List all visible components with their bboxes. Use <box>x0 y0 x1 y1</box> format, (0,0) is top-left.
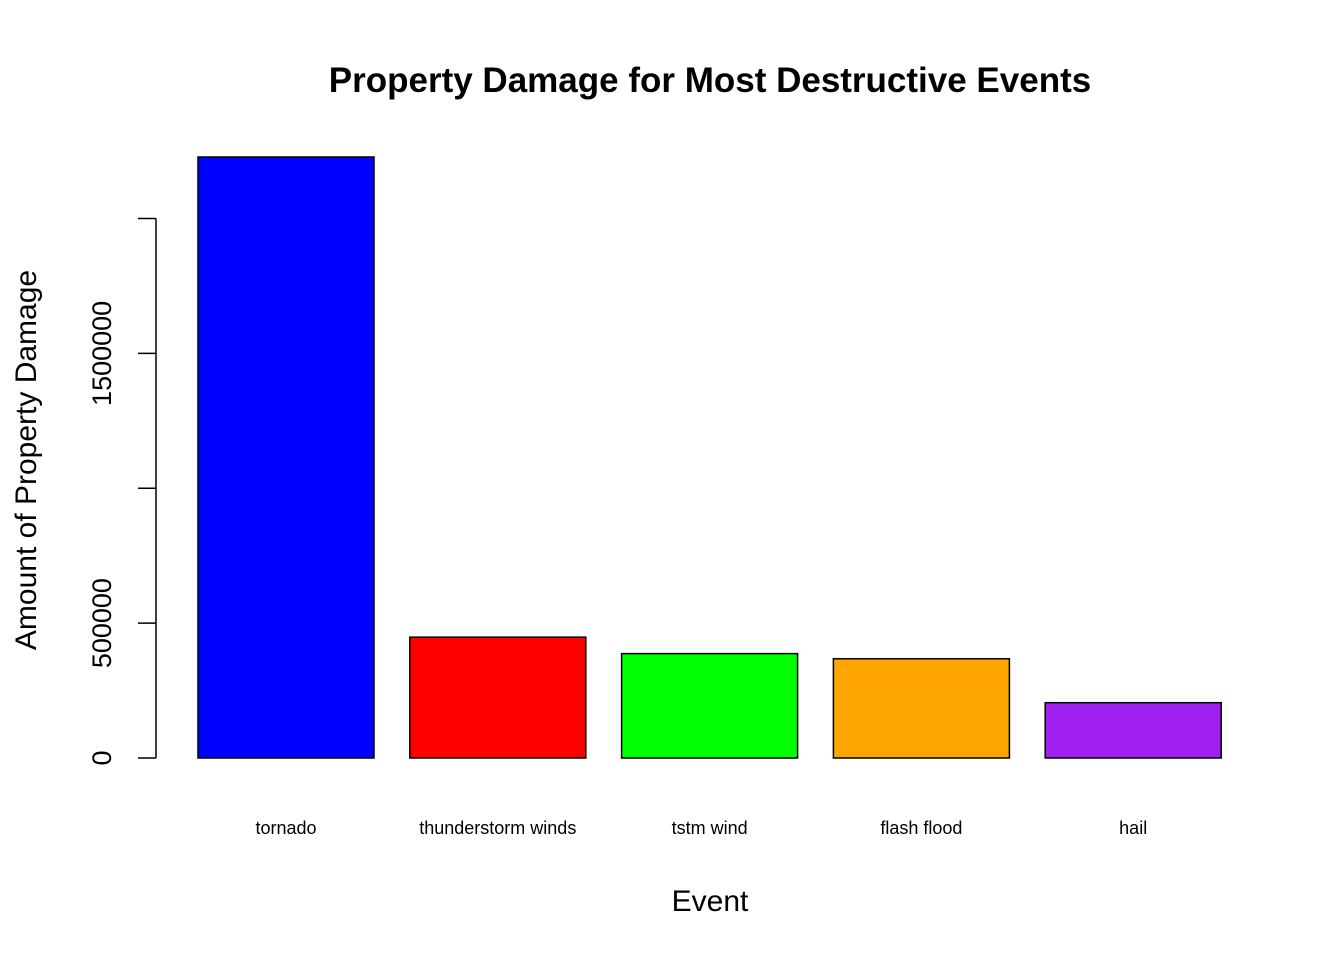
bar-tornado <box>197 156 375 759</box>
x-tick-label: tornado <box>255 818 316 838</box>
bar-thunderstorm-winds <box>409 636 587 759</box>
y-tick-label: 0 <box>87 750 117 765</box>
y-axis: 0 500000 1500000 <box>87 217 157 766</box>
x-tick-label: thunderstorm winds <box>419 818 576 838</box>
x-axis-label: Event <box>672 885 749 918</box>
bars <box>197 156 1222 759</box>
bar-tstm-wind <box>620 652 799 759</box>
x-tick-label: hail <box>1119 818 1147 838</box>
y-tick-label: 500000 <box>87 578 117 668</box>
y-axis-label: Amount of Property Damage <box>10 270 43 650</box>
bar-flash-flood <box>832 657 1011 759</box>
y-tick-label: 1500000 <box>87 301 117 406</box>
x-tick-label: flash flood <box>880 818 962 838</box>
x-tick-label: tstm wind <box>672 818 748 838</box>
category-labels: tornado thunderstorm winds tstm wind flash … <box>255 818 1147 838</box>
chart-title: Property Damage for Most Destructive Eve… <box>329 61 1091 100</box>
bar-hail <box>1044 701 1222 759</box>
